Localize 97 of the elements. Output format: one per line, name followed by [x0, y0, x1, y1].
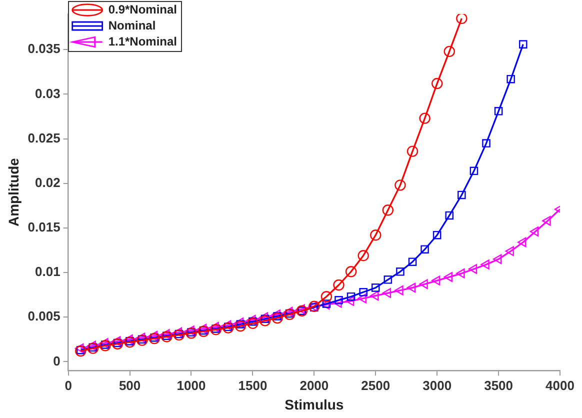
x-tick-label: 2000	[300, 378, 329, 393]
y-tick-label: 0.02	[35, 174, 60, 190]
x-tick-label: 1000	[176, 378, 206, 393]
point	[358, 293, 366, 304]
x-tick-label: 1500	[238, 378, 268, 393]
point	[359, 288, 368, 296]
point	[382, 204, 394, 216]
point	[272, 312, 283, 324]
point	[444, 46, 455, 58]
point	[432, 230, 442, 240]
point	[174, 330, 184, 338]
point	[162, 332, 171, 340]
legend-label: 0.9*Nominal	[108, 2, 178, 16]
point	[358, 250, 369, 262]
point	[345, 296, 354, 306]
point	[518, 40, 528, 48]
point	[148, 332, 160, 344]
point	[101, 340, 110, 349]
point	[530, 226, 539, 236]
point	[173, 329, 185, 341]
point	[186, 328, 197, 339]
x-tick-label: 3000	[422, 378, 452, 393]
point	[456, 14, 468, 24]
point	[150, 333, 159, 342]
point	[408, 258, 417, 266]
point	[542, 216, 551, 226]
x-tick-label: 4000	[546, 378, 574, 393]
point	[458, 190, 466, 200]
point	[333, 298, 342, 308]
point	[370, 290, 379, 301]
y-tick-label: 0.01	[35, 264, 60, 280]
point	[370, 229, 382, 241]
point	[394, 285, 404, 296]
point	[382, 288, 392, 298]
point	[419, 279, 428, 290]
point	[492, 254, 502, 264]
x-axis-title: Stimulus	[284, 396, 344, 412]
y-tick-label: 0.005	[28, 308, 60, 324]
point	[468, 264, 478, 274]
point	[75, 343, 84, 354]
x-tick-label: 3500	[484, 378, 513, 393]
x-tick-label: 500	[118, 378, 141, 393]
point	[445, 211, 454, 220]
point	[431, 276, 440, 286]
point	[260, 314, 270, 324]
point	[248, 317, 257, 326]
point	[310, 303, 318, 312]
point	[419, 112, 430, 124]
point	[444, 272, 452, 282]
point	[75, 345, 86, 357]
point	[259, 315, 271, 326]
point	[346, 292, 356, 301]
legend-label: 1.1*Nominal	[108, 34, 178, 48]
point	[480, 260, 490, 270]
point	[506, 74, 515, 84]
point	[234, 320, 246, 332]
point	[345, 266, 357, 278]
point	[456, 268, 465, 278]
x-tick-label: 0	[64, 378, 72, 393]
point	[420, 245, 429, 254]
x-tick-label: 2500	[361, 378, 390, 393]
point	[334, 296, 343, 304]
point	[124, 334, 133, 344]
point	[333, 279, 344, 291]
point	[394, 180, 406, 191]
y-axis-title: Amplitude	[5, 158, 22, 227]
y-tick-label: 0	[53, 353, 60, 368]
legend-label: Nominal	[108, 18, 156, 32]
y-tick-label: 0.03	[35, 86, 60, 101]
point	[406, 146, 418, 157]
point	[100, 340, 111, 352]
point	[236, 320, 245, 328]
point	[76, 346, 85, 354]
y-tick-label: 0.025	[28, 130, 60, 146]
point	[320, 291, 332, 302]
point	[431, 78, 443, 90]
point	[284, 308, 296, 320]
point	[210, 324, 222, 336]
point	[124, 336, 136, 348]
y-tick-label: 0.015	[28, 220, 60, 235]
y-tick-label: 0.035	[28, 41, 60, 56]
point	[371, 284, 380, 292]
point	[494, 107, 503, 116]
point	[396, 268, 404, 276]
point	[505, 246, 514, 256]
point	[126, 337, 134, 346]
point	[518, 237, 526, 248]
point	[384, 276, 392, 284]
point	[406, 282, 416, 293]
point	[212, 324, 220, 333]
point	[308, 300, 320, 312]
point	[470, 166, 478, 176]
point	[161, 331, 172, 342]
point	[285, 309, 294, 318]
point	[187, 328, 196, 336]
point	[482, 139, 490, 148]
point	[247, 318, 258, 329]
